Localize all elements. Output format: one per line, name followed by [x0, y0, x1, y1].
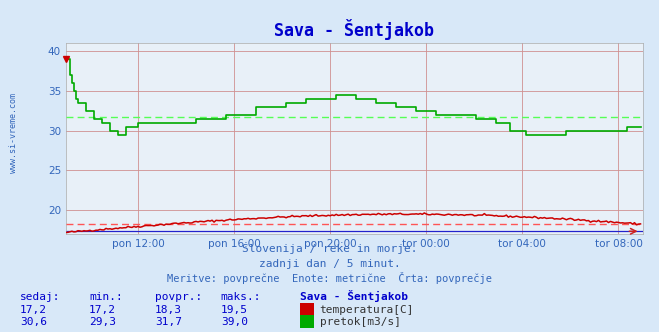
- Text: min.:: min.:: [89, 292, 123, 302]
- Text: 17,2: 17,2: [20, 305, 47, 315]
- Text: 31,7: 31,7: [155, 317, 182, 327]
- Text: www.si-vreme.com: www.si-vreme.com: [9, 93, 18, 173]
- Text: 30,6: 30,6: [20, 317, 47, 327]
- Text: Sava - Šentjakob: Sava - Šentjakob: [300, 290, 408, 302]
- Text: zadnji dan / 5 minut.: zadnji dan / 5 minut.: [258, 259, 401, 269]
- Text: 19,5: 19,5: [221, 305, 248, 315]
- Text: temperatura[C]: temperatura[C]: [320, 305, 414, 315]
- Text: 18,3: 18,3: [155, 305, 182, 315]
- Text: 39,0: 39,0: [221, 317, 248, 327]
- Text: pretok[m3/s]: pretok[m3/s]: [320, 317, 401, 327]
- Title: Sava - Šentjakob: Sava - Šentjakob: [274, 19, 434, 40]
- Text: Meritve: povprečne  Enote: metrične  Črta: povprečje: Meritve: povprečne Enote: metrične Črta:…: [167, 272, 492, 284]
- Text: Slovenija / reke in morje.: Slovenija / reke in morje.: [242, 244, 417, 254]
- Text: maks.:: maks.:: [221, 292, 261, 302]
- Text: sedaj:: sedaj:: [20, 292, 60, 302]
- Text: 29,3: 29,3: [89, 317, 116, 327]
- Text: 17,2: 17,2: [89, 305, 116, 315]
- Text: povpr.:: povpr.:: [155, 292, 202, 302]
